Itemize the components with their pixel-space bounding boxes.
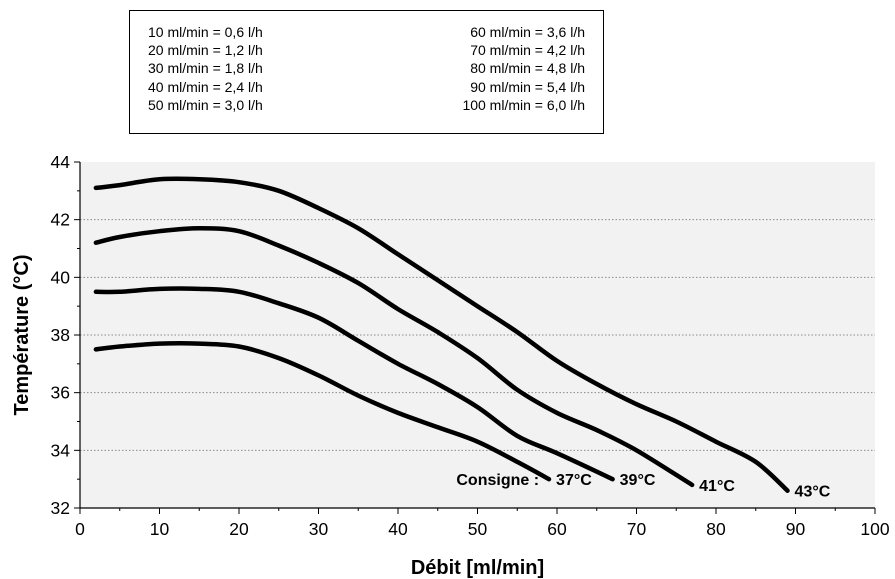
series-label: 43°C [795,484,831,501]
y-tick-label: 40 [51,267,71,287]
x-tick-label: 30 [309,519,329,539]
legend-entry: 10 ml/min = 0,6 l/h [148,24,263,40]
legend-entry: 50 ml/min = 3,0 l/h [148,96,263,113]
legend-entry: 100 ml/min = 6,0 l/h [462,96,585,113]
x-tick-label: 100 [860,519,889,539]
x-axis-title: Débit [ml/min] [411,557,544,579]
x-tick-label: 20 [229,519,249,539]
series-end-labels: 37°C 39°C 41°C 43°C [556,472,831,501]
y-axis-title: Température (°C) [11,255,33,416]
gridlines [80,219,875,451]
legend-entry: 90 ml/min = 5,4 l/h [470,78,585,95]
conversion-legend-box: 10 ml/min = 0,6 l/h 20 ml/min = 1,2 l/h … [129,10,604,134]
series-lines [93,176,790,493]
legend-column-left: 10 ml/min = 0,6 l/h 20 ml/min = 1,2 l/h … [148,23,263,114]
x-tick-label: 90 [786,519,806,539]
legend-entry: 80 ml/min = 4,8 l/h [470,60,585,77]
series-line-1 [93,341,552,482]
x-tick-label: 10 [150,519,170,539]
series-label: 39°C [620,472,656,489]
x-tick-label: 0 [75,519,85,539]
consigne-annotation: Consigne : [456,472,539,489]
x-tick-label: 60 [547,519,567,539]
x-tick-label: 50 [468,519,488,539]
x-tick-label: 40 [388,519,408,539]
series-label: 41°C [699,478,735,495]
legend-entry: 60 ml/min = 3,6 l/h [470,24,585,40]
y-tick-label: 42 [51,210,70,230]
series-label: 37°C [556,472,592,489]
x-tick-label: 80 [706,519,726,539]
y-tick-label: 44 [51,152,71,172]
x-tick-label: 70 [627,519,647,539]
y-tick-label: 36 [51,383,70,403]
legend-entry: 40 ml/min = 2,4 l/h [148,78,263,95]
legend-entry: 20 ml/min = 1,2 l/h [148,42,263,59]
axes: 32 34 36 38 40 42 44 0 10 20 30 40 50 60 70 80 90 100 [51,152,890,539]
series-line-2 [93,286,615,482]
legend-column-right: 60 ml/min = 3,6 l/h 70 ml/min = 4,2 l/h … [462,23,585,114]
series-line-4 [93,176,790,493]
series-line-3 [93,226,695,488]
y-tick-label: 34 [51,440,71,460]
y-tick-label: 38 [51,325,70,345]
legend-entry: 70 ml/min = 4,2 l/h [470,42,585,59]
legend-entry: 30 ml/min = 1,8 l/h [148,60,263,77]
y-tick-label: 32 [51,498,70,518]
